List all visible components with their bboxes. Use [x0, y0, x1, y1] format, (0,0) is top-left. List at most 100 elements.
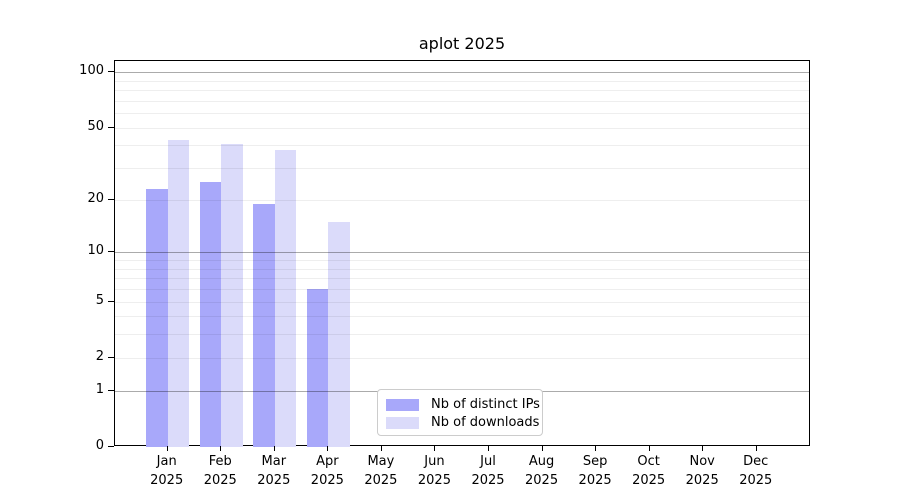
- legend: Nb of distinct IPs Nb of downloads: [377, 389, 543, 436]
- gridline-major-100: [115, 72, 809, 74]
- x-tick-mark-dec: [755, 446, 757, 451]
- y-tick-mark-2: [108, 356, 114, 358]
- x-tick-mark-feb: [220, 446, 222, 451]
- gridline-minor-30: [115, 168, 809, 170]
- y-tick-mark-0: [108, 446, 114, 447]
- x-tick-mark-may: [380, 446, 382, 451]
- x-tick-year: 2025: [685, 473, 719, 488]
- x-tick-month: May: [367, 454, 395, 469]
- x-tick-month: Jul: [480, 454, 496, 469]
- x-tick-label-sep: Sep 2025: [567, 452, 623, 490]
- bar-downloads-jan: [167, 139, 190, 447]
- y-tick-mark-1: [108, 389, 114, 391]
- bar-distinct-ips-jan: [146, 188, 168, 447]
- chart-title: aplot 2025: [418, 34, 506, 53]
- legend-label-downloads: Nb of downloads: [431, 415, 540, 430]
- gridline-minor-90: [115, 80, 809, 82]
- x-tick-label-nov: Nov 2025: [674, 452, 730, 490]
- plot-area: [114, 60, 810, 447]
- y-tick-mark-20: [108, 198, 114, 200]
- y-tick-mark-5: [108, 300, 114, 302]
- x-tick-label-apr: Apr 2025: [299, 452, 355, 490]
- x-tick-mark-jun: [434, 446, 436, 451]
- x-tick-mark-jul: [488, 446, 489, 451]
- x-tick-year: 2025: [257, 473, 291, 488]
- x-tick-month: Feb: [208, 454, 232, 469]
- x-tick-label-oct: Oct 2025: [621, 452, 677, 490]
- x-tick-month: Apr: [316, 454, 339, 469]
- legend-label-distinct-ips: Nb of distinct IPs: [431, 397, 540, 412]
- y-tick-mark-50: [108, 126, 114, 128]
- x-tick-month: Jan: [156, 454, 177, 469]
- y-tick-mark-100: [108, 71, 114, 73]
- x-tick-month: Aug: [528, 454, 555, 469]
- legend-entry-distinct-ips: Nb of distinct IPs: [386, 396, 540, 413]
- x-tick-label-aug: Aug 2025: [514, 452, 570, 490]
- gridline-major-10: [115, 252, 809, 254]
- x-tick-mark-oct: [648, 446, 650, 451]
- x-tick-mark-jan: [166, 446, 168, 451]
- x-tick-year: 2025: [739, 473, 773, 488]
- gridline-minor-7: [115, 278, 809, 280]
- gridline-minor-5: [115, 301, 809, 303]
- legend-swatch-downloads: [386, 416, 419, 429]
- x-tick-year: 2025: [578, 473, 612, 488]
- x-tick-label-jun: Jun 2025: [406, 452, 462, 490]
- bar-distinct-ips-mar: [253, 203, 275, 447]
- y-tick-label-2: 2: [95, 348, 104, 364]
- x-tick-label-dec: Dec 2025: [728, 452, 784, 490]
- x-tick-month: Jun: [424, 454, 445, 469]
- gridline-minor-20: [115, 199, 809, 201]
- x-tick-year: 2025: [417, 473, 451, 488]
- y-tick-label-50: 50: [87, 118, 104, 134]
- gridline-minor-8: [115, 268, 809, 270]
- gridline-minor-80: [115, 90, 809, 92]
- gridline-minor-2: [115, 357, 809, 359]
- legend-entry-downloads: Nb of downloads: [386, 414, 539, 431]
- gridline-minor-3: [115, 334, 809, 336]
- gridline-minor-6: [115, 288, 809, 290]
- gridline-minor-40: [115, 145, 809, 147]
- gridline-minor-9: [115, 260, 809, 262]
- x-tick-month: Sep: [582, 454, 608, 469]
- x-tick-month: Dec: [743, 454, 769, 469]
- gridline-minor-50: [115, 127, 809, 129]
- gridline-minor-4: [115, 316, 809, 318]
- x-tick-year: 2025: [310, 473, 344, 488]
- x-tick-label-jul: Jul 2025: [460, 452, 516, 490]
- x-tick-month: Oct: [637, 454, 660, 469]
- y-tick-label-1: 1: [95, 381, 104, 397]
- y-tick-label-10: 10: [87, 243, 104, 259]
- gridline-minor-70: [115, 100, 809, 102]
- x-tick-label-feb: Feb 2025: [192, 452, 248, 490]
- x-tick-year: 2025: [203, 473, 237, 488]
- x-tick-year: 2025: [471, 473, 505, 488]
- x-tick-mark-mar: [273, 446, 275, 451]
- y-tick-label-5: 5: [95, 292, 104, 308]
- x-tick-year: 2025: [150, 473, 184, 488]
- x-tick-month: Nov: [689, 454, 715, 469]
- bar-distinct-ips-feb: [199, 182, 222, 447]
- bar-downloads-apr: [328, 221, 351, 447]
- x-tick-mark-nov: [702, 446, 704, 451]
- x-tick-mark-apr: [327, 446, 329, 451]
- x-tick-year: 2025: [525, 473, 559, 488]
- x-tick-mark-sep: [595, 446, 597, 451]
- y-tick-label-20: 20: [87, 190, 104, 206]
- gridline-minor-60: [115, 113, 809, 115]
- bar-downloads-feb: [221, 143, 243, 447]
- x-tick-label-jan: Jan 2025: [139, 452, 195, 490]
- x-tick-label-may: May 2025: [353, 452, 409, 490]
- bar-downloads-mar: [274, 149, 297, 447]
- x-tick-mark-aug: [541, 446, 543, 451]
- x-tick-label-mar: Mar 2025: [246, 452, 302, 490]
- x-tick-year: 2025: [632, 473, 666, 488]
- bar-distinct-ips-apr: [306, 288, 329, 447]
- x-tick-year: 2025: [364, 473, 398, 488]
- x-tick-month: Mar: [261, 454, 287, 469]
- y-tick-label-100: 100: [79, 63, 104, 79]
- y-tick-label-0: 0: [95, 438, 104, 453]
- y-tick-mark-10: [108, 251, 114, 253]
- legend-swatch-distinct-ips: [386, 398, 419, 411]
